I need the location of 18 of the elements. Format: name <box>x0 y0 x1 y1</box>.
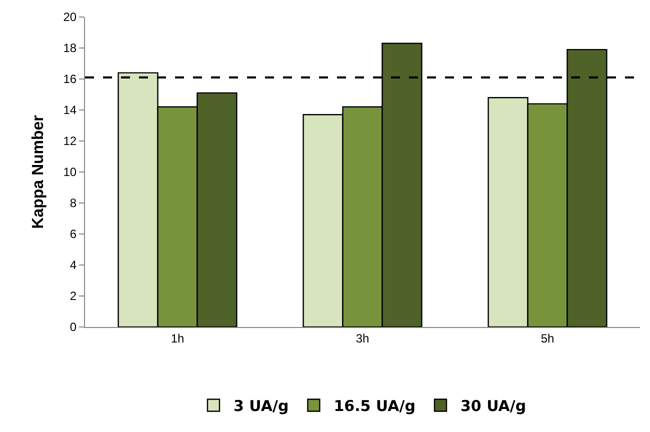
y-tick-label: 16 <box>63 72 77 86</box>
y-axis-title: Kappa Number <box>30 115 48 229</box>
legend-label: 30 UA/g <box>460 397 526 416</box>
legend-label: 16.5 UA/g <box>334 397 416 416</box>
y-tick-label: 12 <box>63 134 77 148</box>
y-tick-label: 4 <box>70 258 77 272</box>
x-tick-label: 3h <box>356 331 370 346</box>
y-tick-label: 6 <box>70 227 77 242</box>
x-tick-label: 1h <box>170 331 184 346</box>
x-tick-label: 5h <box>540 331 554 346</box>
y-tick-label: 2 <box>70 289 77 304</box>
y-tick-label: 0 <box>70 320 77 334</box>
y-tick-label: 10 <box>63 165 77 180</box>
y-tick-label: 18 <box>63 41 77 56</box>
y-tick-label: 20 <box>63 10 77 24</box>
y-tick-label: 8 <box>70 196 77 210</box>
y-tick-label: 14 <box>63 103 77 118</box>
legend-label: 3 UA/g <box>234 397 289 416</box>
